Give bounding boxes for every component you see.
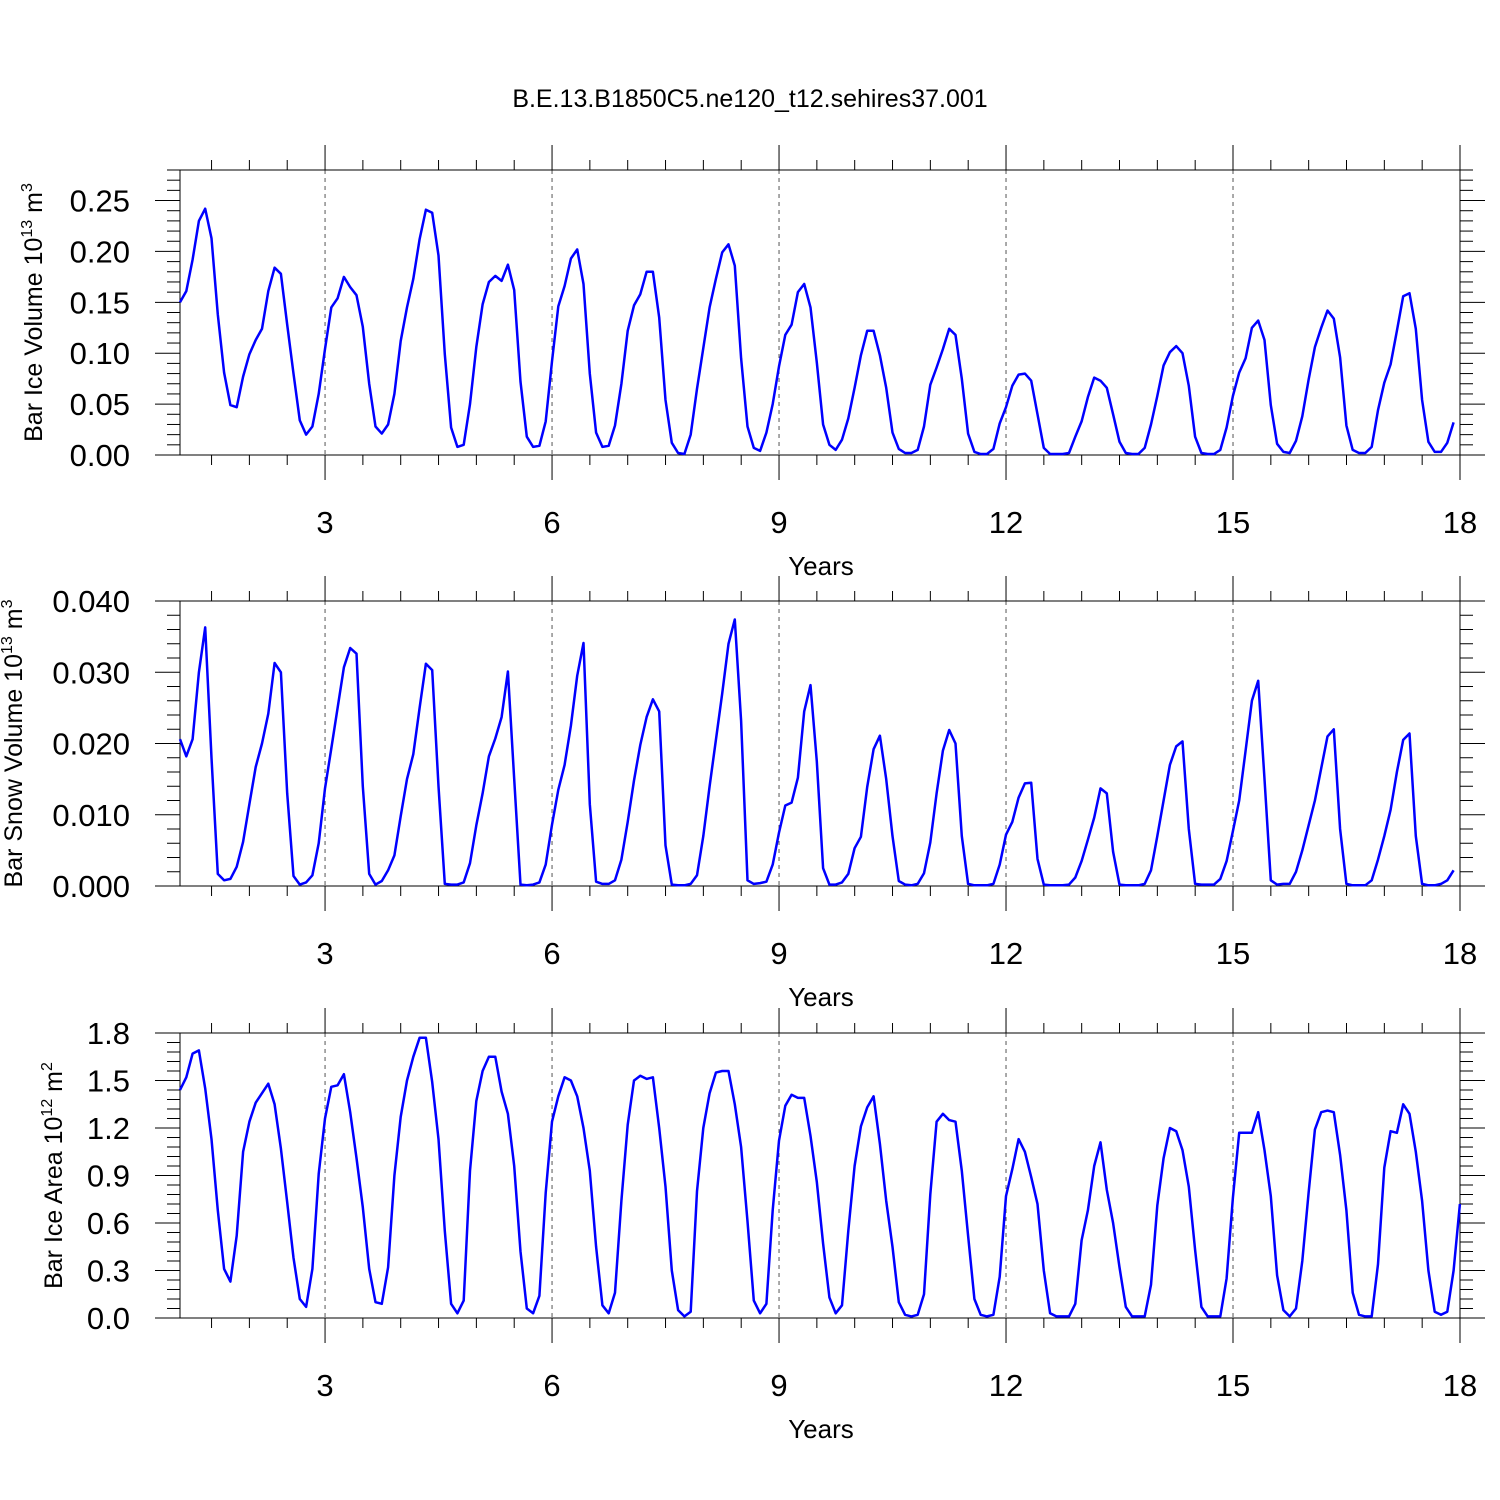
y-axis-title: Bar Ice Area 1012 m2 bbox=[39, 1062, 68, 1289]
y-tick-label: 0.25 bbox=[70, 184, 130, 219]
x-tick-label: 15 bbox=[1216, 505, 1250, 540]
x-tick-label: 12 bbox=[989, 936, 1023, 971]
x-tick-label: 3 bbox=[316, 505, 333, 540]
x-axis-title: Years bbox=[788, 551, 854, 581]
y-axis-title: Bar Snow Volume 1013 m3 bbox=[0, 599, 28, 887]
x-tick-label: 6 bbox=[543, 1368, 560, 1403]
x-tick-label: 9 bbox=[770, 1368, 787, 1403]
series-line bbox=[178, 1036, 1462, 1318]
panel-ice-area: 3 6 9 12 15 18 0.0 0.3 0.6 0.9 1.2 1.5 1.8 Years Bar I… bbox=[39, 1008, 1485, 1444]
y-axis-title: Bar Ice Volume 1013 m3 bbox=[19, 183, 48, 442]
panel-snow-volume: 3 6 9 12 15 18 0.000 0.010 0.020 0.030 0.040 Years B… bbox=[0, 576, 1485, 1012]
x-tick-label: 3 bbox=[316, 1368, 333, 1403]
y-tick-label: 0.030 bbox=[52, 655, 130, 690]
y-tick-label: 1.8 bbox=[87, 1016, 130, 1051]
x-tick-label: 18 bbox=[1443, 936, 1477, 971]
x-tick-label: 18 bbox=[1443, 1368, 1477, 1403]
y-tick-label: 0.10 bbox=[70, 336, 130, 371]
y-tick-label: 0.6 bbox=[87, 1206, 130, 1241]
y-tick-label: 0.15 bbox=[70, 285, 130, 320]
x-tick-label: 15 bbox=[1216, 936, 1250, 971]
x-axis-title: Years bbox=[788, 982, 854, 1012]
y-tick-label: 0.3 bbox=[87, 1254, 130, 1289]
plot-frame bbox=[179, 169, 1461, 456]
series-line bbox=[178, 618, 1455, 887]
figure-title: B.E.13.B1850C5.ne120_t12.sehires37.001 bbox=[512, 85, 987, 113]
x-tick-label: 3 bbox=[316, 936, 333, 971]
y-tick-label: 1.5 bbox=[87, 1064, 130, 1099]
y-tick-label: 0.00 bbox=[70, 438, 130, 473]
y-tick-label: 0.0 bbox=[87, 1301, 130, 1336]
x-axis-title: Years bbox=[788, 1414, 854, 1444]
y-tick-label: 0.000 bbox=[52, 869, 130, 904]
x-tick-label: 9 bbox=[770, 505, 787, 540]
y-tick-label: 1.2 bbox=[87, 1111, 130, 1146]
x-tick-label: 6 bbox=[543, 505, 560, 540]
series-line bbox=[178, 207, 1455, 456]
x-tick-label: 12 bbox=[989, 1368, 1023, 1403]
y-tick-label: 0.20 bbox=[70, 234, 130, 269]
y-tick-label: 0.05 bbox=[70, 387, 130, 422]
x-tick-label: 15 bbox=[1216, 1368, 1250, 1403]
x-tick-label: 9 bbox=[770, 936, 787, 971]
x-tick-label: 6 bbox=[543, 936, 560, 971]
y-tick-label: 0.020 bbox=[52, 727, 130, 762]
panel-ice-volume: 3 6 9 12 15 18 0.00 0.05 0.10 0.15 0.20 0.25 Years Ba… bbox=[19, 145, 1485, 581]
x-tick-label: 18 bbox=[1443, 505, 1477, 540]
y-tick-label: 0.040 bbox=[52, 584, 130, 619]
y-tick-label: 0.010 bbox=[52, 798, 130, 833]
x-tick-label: 12 bbox=[989, 505, 1023, 540]
y-tick-label: 0.9 bbox=[87, 1159, 130, 1194]
